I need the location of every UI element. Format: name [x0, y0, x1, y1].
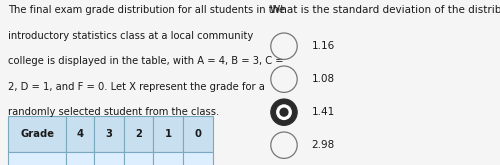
Text: The final exam grade distribution for all students in the: The final exam grade distribution for al… [8, 5, 285, 15]
FancyBboxPatch shape [8, 152, 66, 165]
FancyBboxPatch shape [8, 115, 66, 152]
Ellipse shape [271, 99, 297, 125]
FancyBboxPatch shape [124, 115, 154, 152]
Text: What is the standard deviation of the distribution?: What is the standard deviation of the di… [270, 5, 500, 15]
Text: 2, D = 1, and F = 0. Let X represent the grade for a: 2, D = 1, and F = 0. Let X represent the… [8, 82, 264, 92]
FancyBboxPatch shape [184, 152, 213, 165]
Text: 3: 3 [105, 129, 112, 139]
FancyBboxPatch shape [94, 152, 124, 165]
Text: introductory statistics class at a local community: introductory statistics class at a local… [8, 31, 253, 41]
FancyBboxPatch shape [154, 115, 184, 152]
Text: 4: 4 [76, 129, 84, 139]
FancyBboxPatch shape [66, 115, 94, 152]
FancyBboxPatch shape [184, 115, 213, 152]
Text: 0: 0 [195, 129, 202, 139]
FancyBboxPatch shape [66, 152, 94, 165]
Text: 1.16: 1.16 [312, 41, 335, 51]
Text: Grade: Grade [20, 129, 54, 139]
Text: randomly selected student from the class.: randomly selected student from the class… [8, 107, 219, 117]
FancyBboxPatch shape [154, 152, 184, 165]
Text: 1: 1 [165, 129, 172, 139]
Ellipse shape [280, 108, 288, 117]
Text: 1.41: 1.41 [312, 107, 335, 117]
Text: 1.08: 1.08 [312, 74, 334, 84]
FancyBboxPatch shape [94, 115, 124, 152]
Text: 2: 2 [135, 129, 142, 139]
Text: college is displayed in the table, with A = 4, B = 3, C =: college is displayed in the table, with … [8, 56, 283, 66]
Text: 2.98: 2.98 [312, 140, 335, 150]
FancyBboxPatch shape [124, 152, 154, 165]
Ellipse shape [276, 104, 292, 120]
